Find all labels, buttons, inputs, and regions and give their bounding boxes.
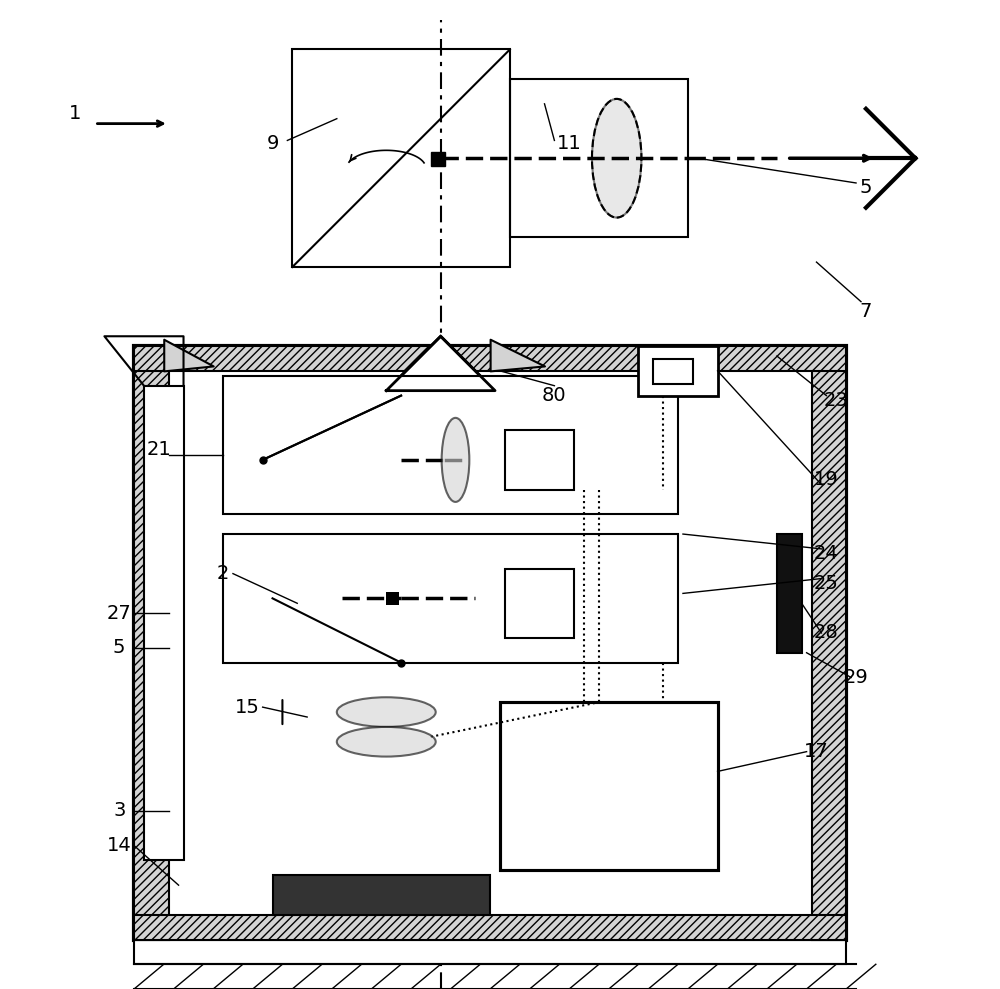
- Polygon shape: [386, 336, 495, 391]
- Bar: [431, 152, 445, 166]
- Ellipse shape: [337, 697, 436, 727]
- Text: 21: 21: [146, 440, 171, 460]
- Bar: [292, 49, 510, 267]
- Bar: [386, 592, 399, 605]
- Bar: [134, 940, 846, 964]
- Ellipse shape: [442, 417, 469, 502]
- Bar: [638, 346, 718, 396]
- Bar: [653, 359, 693, 384]
- Bar: [134, 346, 846, 371]
- Bar: [223, 376, 678, 514]
- Bar: [169, 366, 812, 920]
- Text: 28: 28: [814, 623, 839, 643]
- Text: 11: 11: [557, 134, 582, 153]
- Text: 29: 29: [844, 668, 868, 687]
- Bar: [273, 875, 490, 915]
- Bar: [134, 346, 846, 940]
- Bar: [223, 534, 678, 663]
- Text: 14: 14: [107, 836, 132, 855]
- Bar: [505, 430, 574, 490]
- Text: 5: 5: [113, 638, 125, 658]
- Bar: [134, 915, 846, 940]
- Text: 25: 25: [814, 574, 839, 593]
- Text: 3: 3: [113, 801, 125, 821]
- Ellipse shape: [337, 727, 436, 757]
- Text: 2: 2: [217, 564, 229, 584]
- Text: 5: 5: [860, 178, 872, 198]
- Ellipse shape: [592, 99, 641, 218]
- Text: 17: 17: [804, 742, 829, 762]
- Bar: [134, 346, 169, 940]
- Bar: [812, 346, 846, 940]
- Text: 7: 7: [860, 302, 872, 321]
- Bar: [144, 386, 184, 860]
- Text: 23: 23: [824, 391, 849, 410]
- Text: 80: 80: [542, 386, 567, 405]
- Text: 24: 24: [814, 544, 839, 564]
- Text: 1: 1: [69, 104, 81, 124]
- Text: 27: 27: [107, 603, 132, 623]
- Text: 19: 19: [814, 470, 839, 490]
- Bar: [510, 79, 688, 237]
- Bar: [777, 534, 802, 653]
- Text: 9: 9: [266, 134, 279, 153]
- Text: 15: 15: [235, 697, 260, 717]
- Bar: [505, 569, 574, 638]
- Bar: [500, 702, 718, 870]
